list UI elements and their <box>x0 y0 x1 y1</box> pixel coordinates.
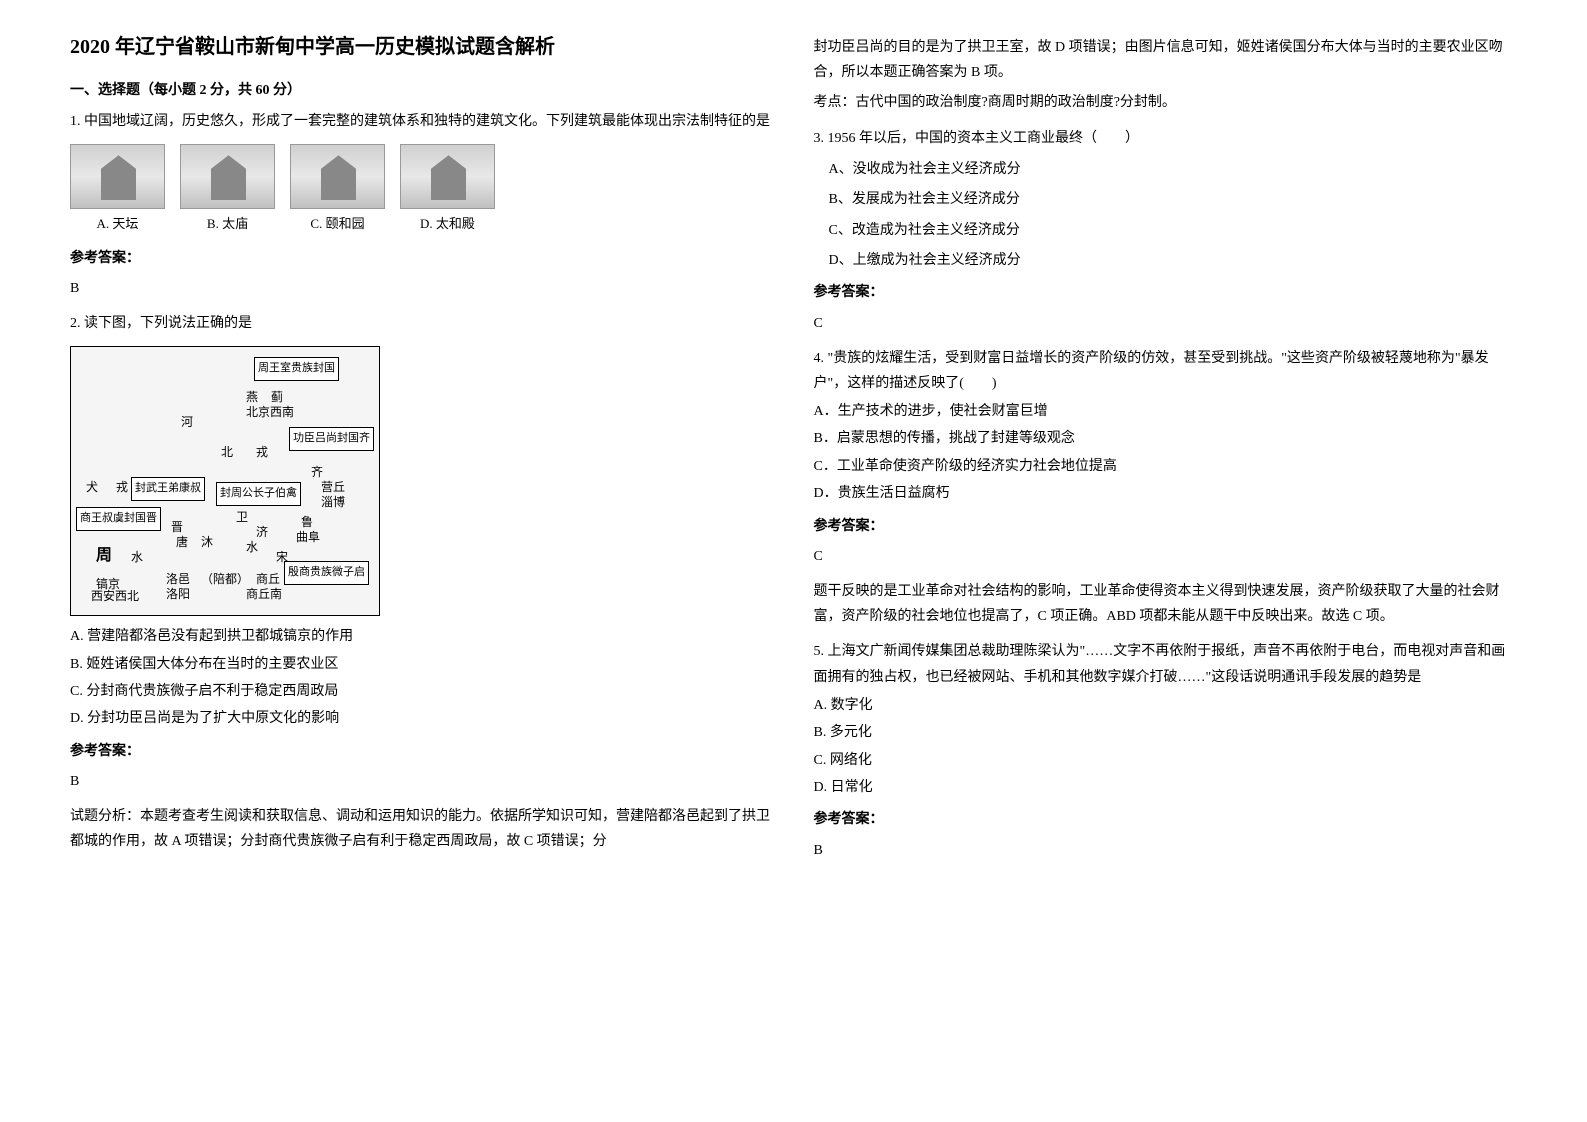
question-1-text: 1. 中国地域辽阔，历史悠久，形成了一套完整的建筑体系和独特的建筑文化。下列建筑… <box>70 109 774 134</box>
option-b: B．启蒙思想的传播，挑战了封建等级观念 <box>814 428 1518 450</box>
map-text: 宋 <box>276 547 288 569</box>
image-caption-a: A. 天坛 <box>97 212 139 235</box>
answer-2: B <box>70 769 774 794</box>
map-label: 周王室贵族封国 <box>254 357 339 381</box>
building-image <box>70 144 165 209</box>
image-item-d: D. 太和殿 <box>400 144 495 235</box>
option-c: C、改造成为社会主义经济成分 <box>829 220 1518 242</box>
map-text: 卫 <box>236 507 248 529</box>
answer-label: 参考答案： <box>814 280 1518 305</box>
question-1: 1. 中国地域辽阔，历史悠久，形成了一套完整的建筑体系和独特的建筑文化。下列建筑… <box>70 109 774 301</box>
question-5: 5. 上海文广新闻传媒集团总裁助理陈梁认为"……文字不再依附于报纸，声音不再依附… <box>814 639 1518 862</box>
option-a: A. 数字化 <box>814 695 1518 717</box>
map-text: 周 <box>96 542 112 571</box>
option-c: C．工业革命使资产阶级的经济实力社会地位提高 <box>814 456 1518 478</box>
answer-5: B <box>814 838 1518 863</box>
question-2-text: 2. 读下图，下列说法正确的是 <box>70 311 774 336</box>
map-text: 商丘南 <box>246 584 282 606</box>
question-2: 2. 读下图，下列说法正确的是 周王室贵族封国 功臣吕尚封国齐 封武王弟康叔 封… <box>70 311 774 855</box>
option-a: A、没收成为社会主义经济成分 <box>829 159 1518 181</box>
building-image <box>290 144 385 209</box>
option-c: C. 网络化 <box>814 750 1518 772</box>
question-3-text: 3. 1956 年以后，中国的资本主义工商业最终（ ） <box>814 126 1518 151</box>
explanation-4: 题干反映的是工业革命对社会结构的影响，工业革命使得资本主义得到快速发展，资产阶级… <box>814 579 1518 629</box>
left-column: 2020 年辽宁省鞍山市新甸中学高一历史模拟试题含解析 一、选择题（每小题 2 … <box>50 30 794 1092</box>
map-text: 沐 <box>201 532 213 554</box>
question-4-text: 4. "贵族的炫耀生活，受到财富日益增长的资产阶级的仿效，甚至受到挑战。"这些资… <box>814 346 1518 396</box>
map-text: 曲阜 <box>296 527 320 549</box>
image-caption-b: B. 太庙 <box>207 212 248 235</box>
option-c: C. 分封商代贵族微子启不利于稳定西周政局 <box>70 681 774 703</box>
image-caption-c: C. 颐和园 <box>310 212 364 235</box>
map-diagram: 周王室贵族封国 功臣吕尚封国齐 封武王弟康叔 封周公长子伯禽 商王叔虞封国晋 殷… <box>70 346 380 616</box>
map-text: 戎 <box>256 442 268 464</box>
image-item-a: A. 天坛 <box>70 144 165 235</box>
document-title: 2020 年辽宁省鞍山市新甸中学高一历史模拟试题含解析 <box>70 30 774 59</box>
map-text: 淄博 <box>321 492 345 514</box>
building-image <box>400 144 495 209</box>
image-item-c: C. 颐和园 <box>290 144 385 235</box>
question-4: 4. "贵族的炫耀生活，受到财富日益增长的资产阶级的仿效，甚至受到挑战。"这些资… <box>814 346 1518 630</box>
answer-label: 参考答案： <box>814 807 1518 832</box>
option-d: D. 日常化 <box>814 777 1518 799</box>
section-header: 一、选择题（每小题 2 分，共 60 分） <box>70 79 774 99</box>
map-text: 北京西南 <box>246 402 294 424</box>
map-label: 封周公长子伯禽 <box>216 482 301 506</box>
map-text: 水 <box>131 547 143 569</box>
topic-2: 考点：古代中国的政治制度?商周时期的政治制度?分封制。 <box>814 90 1518 115</box>
explanation-2: 试题分析：本题考查考生阅读和获取信息、调动和运用知识的能力。依据所学知识可知，营… <box>70 804 774 854</box>
map-text: （陪都） <box>201 569 249 591</box>
option-d: D．贵族生活日益腐朽 <box>814 483 1518 505</box>
building-image <box>180 144 275 209</box>
map-text: 洛阳 <box>166 584 190 606</box>
question-1-images: A. 天坛 B. 太庙 C. 颐和园 D. 太和殿 <box>70 144 774 235</box>
right-column: 封功臣吕尚的目的是为了拱卫王室，故 D 项错误；由图片信息可知，姬姓诸侯国分布大… <box>794 30 1538 1092</box>
map-text: 犬 <box>86 477 98 499</box>
answer-label: 参考答案： <box>70 739 774 764</box>
option-a: A．生产技术的进步，使社会财富巨增 <box>814 401 1518 423</box>
map-label: 殷商贵族微子启 <box>284 561 369 585</box>
explanation-2-cont: 封功臣吕尚的目的是为了拱卫王室，故 D 项错误；由图片信息可知，姬姓诸侯国分布大… <box>814 35 1518 85</box>
option-d: D. 分封功臣吕尚是为了扩大中原文化的影响 <box>70 708 774 730</box>
image-item-b: B. 太庙 <box>180 144 275 235</box>
map-text: 河 <box>181 412 193 434</box>
map-text: 水 <box>246 537 258 559</box>
option-d: D、上缴成为社会主义经济成分 <box>829 250 1518 272</box>
option-a: A. 营建陪都洛邑没有起到拱卫都城镐京的作用 <box>70 626 774 648</box>
question-3: 3. 1956 年以后，中国的资本主义工商业最终（ ） A、没收成为社会主义经济… <box>814 126 1518 336</box>
answer-label: 参考答案： <box>70 246 774 271</box>
image-caption-d: D. 太和殿 <box>420 212 475 235</box>
option-b: B. 姬姓诸侯国大体分布在当时的主要农业区 <box>70 654 774 676</box>
answer-label: 参考答案： <box>814 514 1518 539</box>
map-text: 戎 <box>116 477 128 499</box>
option-b: B. 多元化 <box>814 722 1518 744</box>
answer-4: C <box>814 544 1518 569</box>
answer-3: C <box>814 311 1518 336</box>
answer-1: B <box>70 276 774 301</box>
question-5-text: 5. 上海文广新闻传媒集团总裁助理陈梁认为"……文字不再依附于报纸，声音不再依附… <box>814 639 1518 689</box>
map-label: 功臣吕尚封国齐 <box>289 427 374 451</box>
option-b: B、发展成为社会主义经济成分 <box>829 189 1518 211</box>
map-text: 西安西北 <box>91 586 139 608</box>
map-label: 商王叔虞封国晋 <box>76 507 161 531</box>
map-label: 封武王弟康叔 <box>131 477 205 501</box>
map-text: 唐 <box>176 532 188 554</box>
map-text: 北 <box>221 442 233 464</box>
